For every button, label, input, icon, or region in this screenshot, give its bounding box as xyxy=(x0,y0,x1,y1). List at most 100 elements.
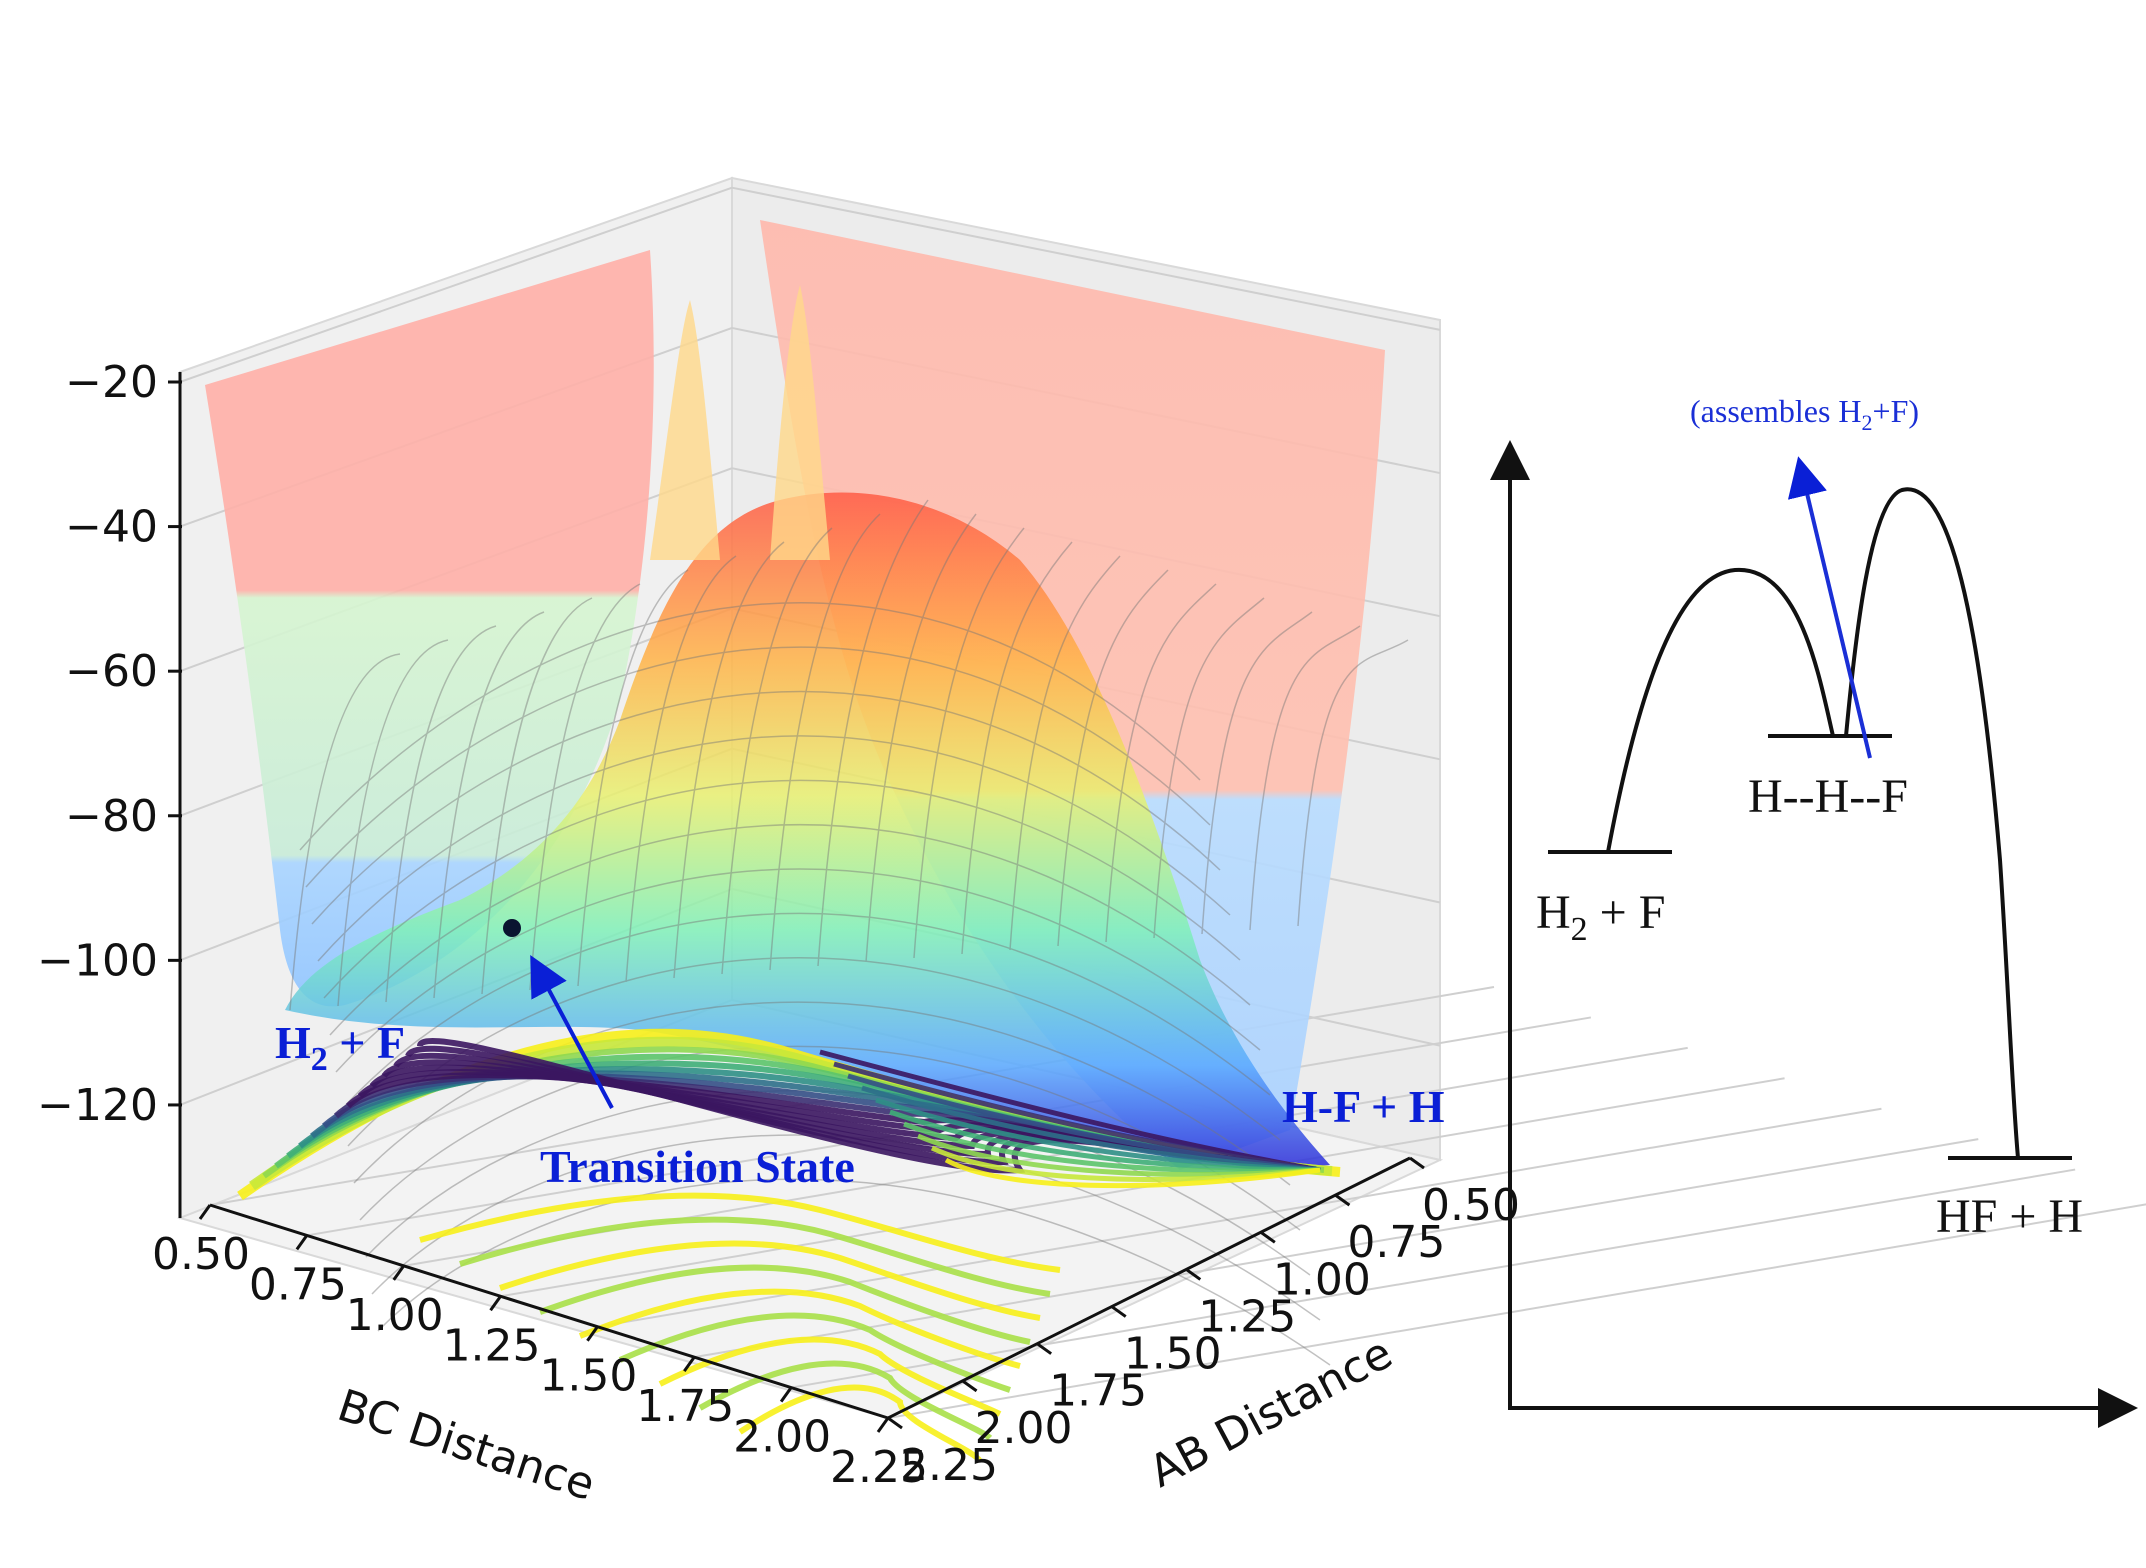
mesh-line xyxy=(961,541,1073,955)
ab-tick-label: 0.75 xyxy=(1347,1217,1445,1268)
energy-curve-first-barrier xyxy=(1606,567,1835,853)
products-annotation: H-F + H xyxy=(1282,1081,1445,1132)
transition-state-annotation: Transition State xyxy=(540,1141,855,1192)
bc-tick-mark xyxy=(876,1417,890,1433)
mesh-line xyxy=(577,569,689,987)
ab-tick-label: 1.50 xyxy=(1124,1329,1222,1380)
transition-state-point xyxy=(503,919,521,937)
ab-tick-mark xyxy=(1185,1268,1202,1281)
bc-tick-label: 1.00 xyxy=(346,1290,444,1341)
z-tick-label: −120 xyxy=(37,1080,158,1131)
bc-tick-mark xyxy=(198,1204,212,1220)
potential-energy-surface-3d: −20−40−60−80−100−120 0.500.751.001.251.5… xyxy=(37,176,2146,1511)
mesh-line xyxy=(1057,569,1169,947)
mesh-line xyxy=(335,868,1261,1073)
contour-line xyxy=(459,1216,1051,1297)
mesh-line xyxy=(433,611,545,999)
assembly-note-sub: 2 xyxy=(1862,410,1873,435)
mesh-line xyxy=(481,597,593,995)
mesh-line xyxy=(625,555,737,983)
bc-tick-mark xyxy=(683,1356,696,1373)
contour-line xyxy=(419,1192,1061,1273)
bc-floor-gridline xyxy=(597,1107,1882,1328)
ab-tick-label: 1.75 xyxy=(1049,1366,1147,1417)
surface-wall-left xyxy=(205,250,654,1007)
ab-tick-mark xyxy=(887,1416,903,1430)
z-tick-label: −20 xyxy=(65,357,158,408)
reactants-label-main: H xyxy=(1536,886,1571,939)
mesh-line xyxy=(529,583,641,991)
x-axis-line xyxy=(209,1203,889,1420)
reactants-annotation: H2 + F xyxy=(275,1017,405,1078)
surface-ridge-spike-1 xyxy=(650,300,720,560)
contour-line xyxy=(944,1157,1321,1189)
z-tick-label: −40 xyxy=(65,502,158,553)
ab-tick-mark xyxy=(1409,1156,1425,1170)
mesh-line xyxy=(323,779,1241,999)
contour-line xyxy=(618,1312,1011,1393)
z-gridline-right xyxy=(731,186,1441,331)
z-tick-label: −80 xyxy=(65,791,158,842)
bc-floor-gridline xyxy=(887,1203,2146,1419)
transition-state-arrow xyxy=(530,954,614,1109)
ab-tick-label: 2.00 xyxy=(975,1403,1073,1454)
mesh-line xyxy=(1105,583,1217,943)
contour-line xyxy=(578,1288,1021,1369)
contour-line xyxy=(499,1240,1041,1321)
contour-line xyxy=(658,1336,1002,1417)
products-label: HF + H xyxy=(1936,1190,2083,1243)
surface-mesh xyxy=(289,499,1409,1366)
assembly-note-rest: +F) xyxy=(1873,393,1920,429)
mesh-line xyxy=(865,513,977,963)
reactants-label-rest: + F xyxy=(1588,886,1666,939)
mesh-line xyxy=(299,602,1201,851)
z-gridline-left xyxy=(179,186,733,383)
mesh-line xyxy=(721,527,833,975)
bc-tick-mark xyxy=(295,1234,309,1251)
z-tick-label: −100 xyxy=(37,935,158,986)
mesh-line xyxy=(377,1178,1331,1366)
mesh-line xyxy=(817,499,929,967)
ab-axis-ticks: 0.500.751.001.251.501.752.002.25 xyxy=(887,1156,1520,1491)
mesh-line xyxy=(329,824,1251,1036)
mesh-line xyxy=(385,625,497,1003)
contour-line xyxy=(538,1264,1031,1345)
ab-tick-label: 1.00 xyxy=(1273,1254,1371,1305)
mesh-line xyxy=(1009,555,1121,951)
mesh-line xyxy=(1153,597,1265,939)
y-axis-line xyxy=(887,1156,1411,1420)
ab-tick-label: 2.25 xyxy=(900,1440,998,1491)
reactants-annotation-main: H xyxy=(275,1017,311,1068)
ab-tick-mark xyxy=(1036,1342,1053,1355)
ab-tick-mark xyxy=(961,1379,978,1393)
bc-tick-mark xyxy=(779,1386,793,1403)
mesh-line xyxy=(311,690,1221,925)
ab-tick-mark xyxy=(1110,1305,1127,1318)
bc-tick-mark xyxy=(489,1295,502,1312)
reactants-label: H2 + F xyxy=(1536,886,1665,948)
bc-floor-gridline xyxy=(694,1138,1979,1359)
ab-tick-label: 0.50 xyxy=(1422,1180,1520,1231)
reactants-annotation-sub: 2 xyxy=(311,1041,328,1078)
bc-axis-ticks: 0.500.751.001.251.501.752.002.25 xyxy=(152,1204,928,1493)
mesh-line xyxy=(1297,639,1409,927)
ab-tick-mark xyxy=(1334,1193,1351,1207)
ab-tick-label: 1.25 xyxy=(1198,1291,1296,1342)
assembly-note: (assembles H2+F) xyxy=(1690,393,1919,435)
z-tick-label: −60 xyxy=(65,646,158,697)
mesh-line xyxy=(353,1001,1291,1186)
mesh-line xyxy=(673,541,785,979)
contour-projection xyxy=(237,1028,1341,1464)
mesh-line xyxy=(1201,611,1313,935)
bc-tick-label: 0.50 xyxy=(152,1229,250,1280)
z-axis-ticks: −20 −40 −60 −80 −100 −120 xyxy=(37,357,182,1131)
reaction-energy-diagram: (assembles H2+F) H2 + F H--H--F HF + H xyxy=(1490,393,2138,1428)
contour-line xyxy=(738,1384,983,1464)
bc-floor-gridline xyxy=(790,1168,2076,1389)
energy-curve-second-barrier xyxy=(1844,487,2020,1159)
assembly-arrow xyxy=(1787,456,1872,759)
intermediate-label: H--H--F xyxy=(1748,770,1908,823)
mesh-line xyxy=(289,653,401,1011)
bc-tick-label: 2.25 xyxy=(830,1442,928,1493)
